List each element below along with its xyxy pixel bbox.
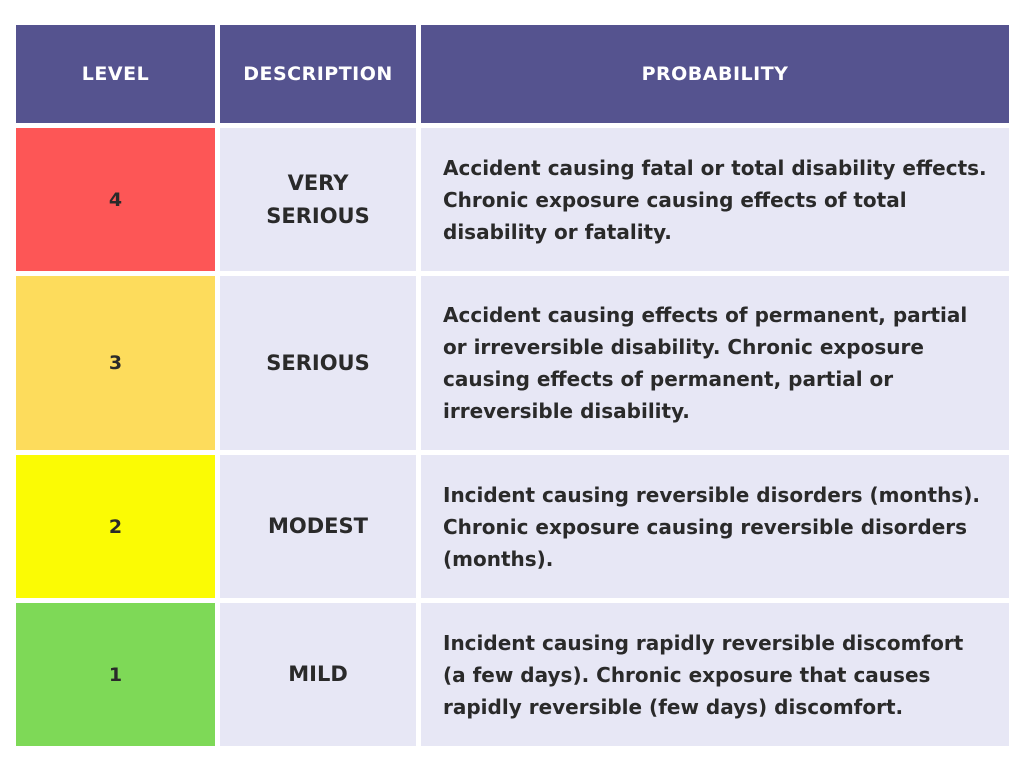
probability-cell-1: Incident causing rapidly reversible disc…	[421, 603, 1009, 746]
description-cell-3: SERIOUS	[220, 276, 416, 450]
level-cell-4: 4	[16, 128, 215, 271]
header-level: LEVEL	[16, 25, 215, 123]
risk-level-table: LEVEL DESCRIPTION PROBABILITY 4 VERY SER…	[16, 25, 1009, 746]
level-cell-2: 2	[16, 455, 215, 598]
probability-cell-3: Accident causing effects of permanent, p…	[421, 276, 1009, 450]
level-cell-1: 1	[16, 603, 215, 746]
level-cell-3: 3	[16, 276, 215, 450]
probability-cell-4: Accident causing fatal or total disabili…	[421, 128, 1009, 271]
header-description: DESCRIPTION	[220, 25, 416, 123]
description-cell-1: MILD	[220, 603, 416, 746]
probability-cell-2: Incident causing reversible disorders (m…	[421, 455, 1009, 598]
description-cell-2: MODEST	[220, 455, 416, 598]
description-cell-4: VERY SERIOUS	[220, 128, 416, 271]
header-probability: PROBABILITY	[421, 25, 1009, 123]
